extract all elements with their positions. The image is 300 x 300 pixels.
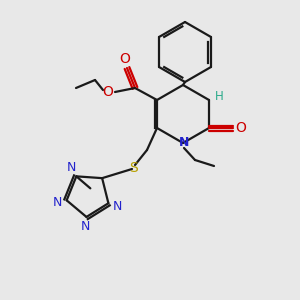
Text: N: N [179,136,189,149]
Text: N: N [66,161,76,174]
Text: O: O [236,121,246,135]
Text: H: H [214,89,224,103]
Text: O: O [120,52,130,66]
Text: S: S [129,161,137,175]
Text: N: N [113,200,122,213]
Text: N: N [81,220,91,233]
Text: O: O [103,85,113,99]
Text: N: N [52,196,62,209]
